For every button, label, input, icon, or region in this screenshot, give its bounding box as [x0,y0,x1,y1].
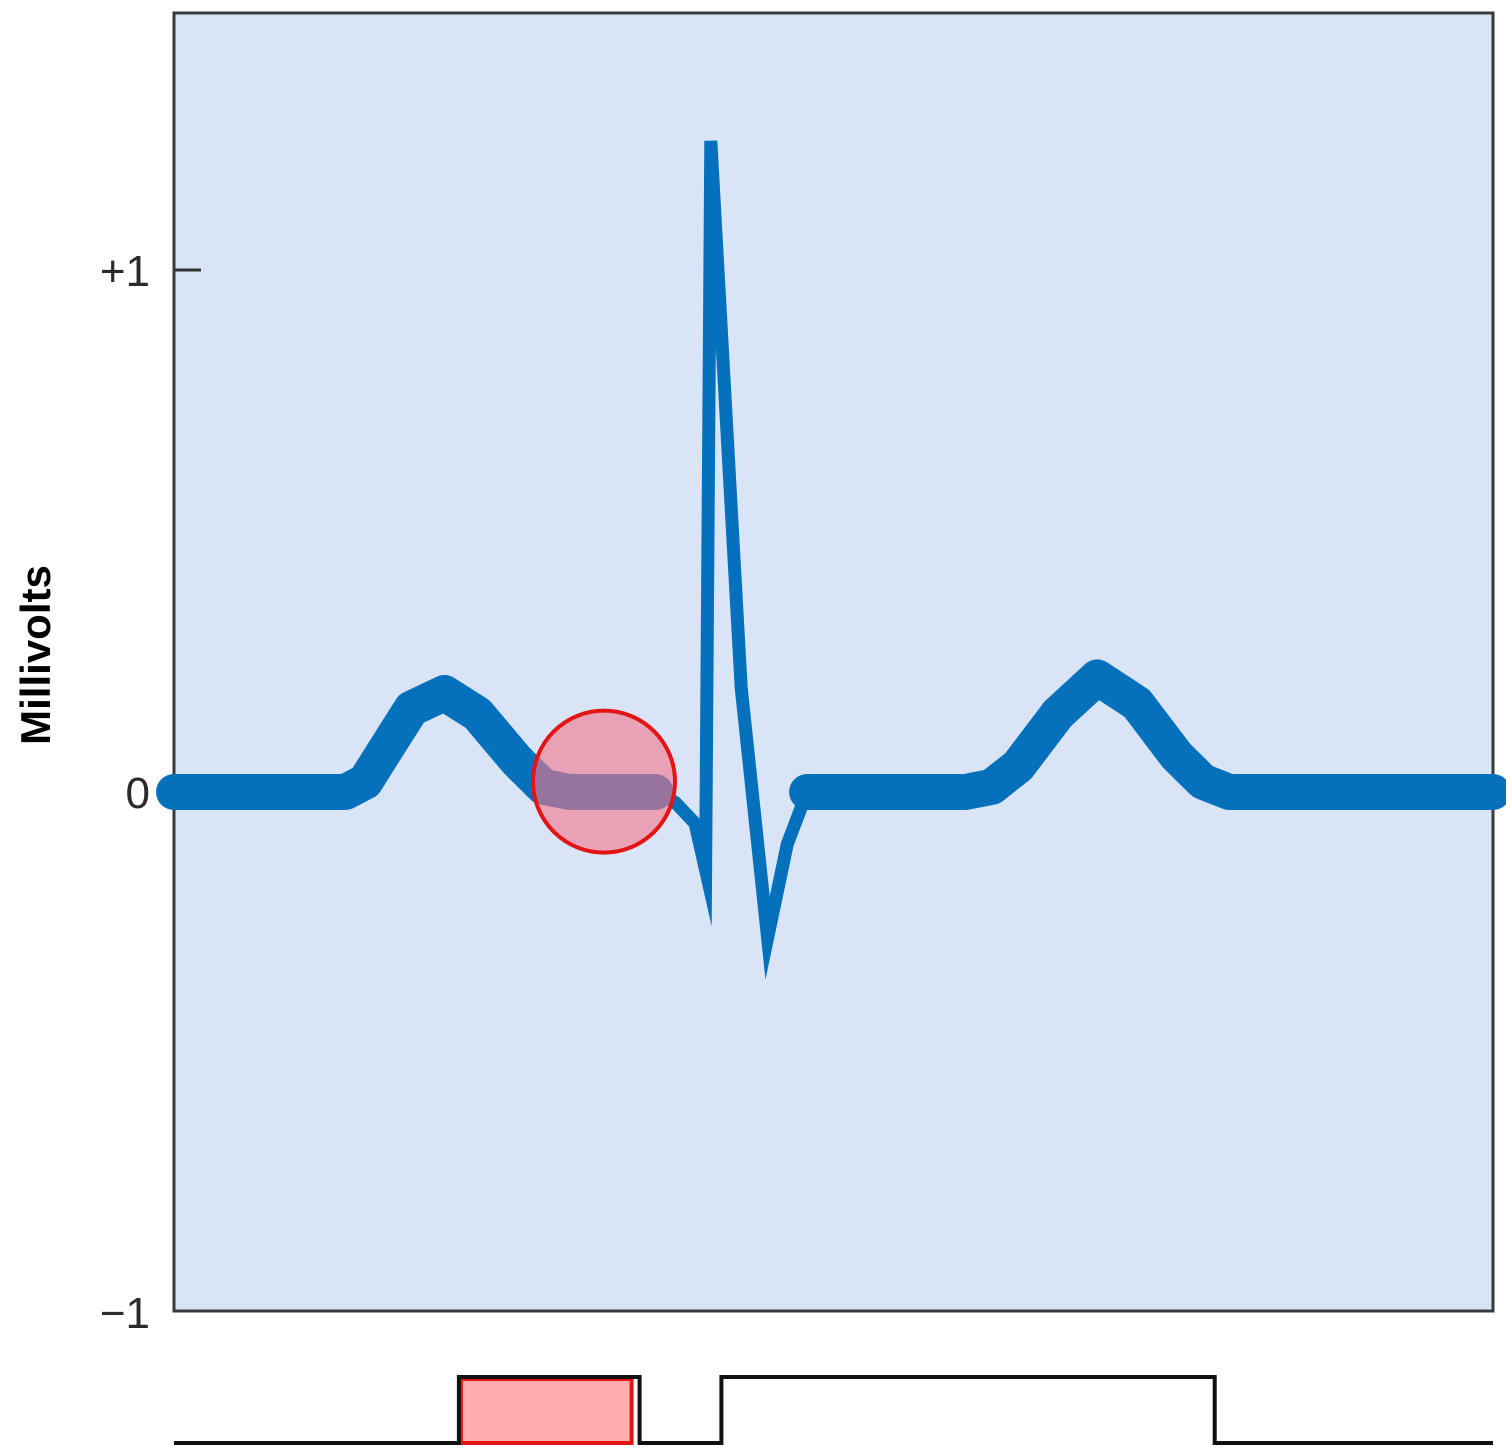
y-tick-label-minus-one: −1 [100,1289,150,1338]
interval-highlight-box [458,1377,634,1445]
y-tick-label-plus-one: +1 [100,247,150,296]
interval-bar [174,1375,1493,1445]
highlight-layer [531,708,677,855]
y-tick-label-zero: 0 [126,769,150,818]
ecg-line-qrs-segment [652,140,814,980]
interval-bar-line [174,1375,1493,1445]
y-axis-title: Millivolts [12,565,59,745]
ecg-line-t-wave-segment [789,659,1506,810]
highlight-circle [531,708,677,855]
plot-area [172,11,1495,1313]
y-axis-ticks: +1 0 −1 [100,247,201,1338]
